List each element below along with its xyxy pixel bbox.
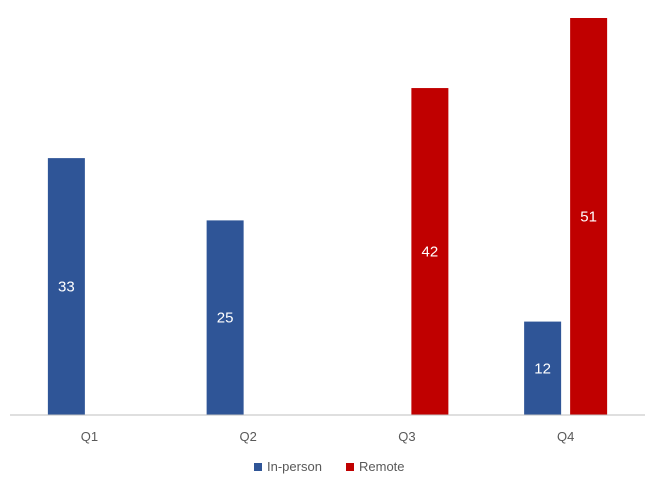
legend-swatch-remote <box>346 463 354 471</box>
data-label-remote-q4: 51 <box>580 209 597 226</box>
x-tick-label-q3: Q3 <box>398 429 415 444</box>
bars-layer: 33 25 42 12 51 <box>47 18 608 415</box>
x-tick-label-q1: Q1 <box>81 429 98 444</box>
x-tick-label-q2: Q2 <box>239 429 256 444</box>
x-tick-labels: Q1 Q2 Q3 Q4 <box>81 429 575 444</box>
bar-in-person-q2 <box>206 220 244 415</box>
bar-in-person-q4 <box>524 321 562 415</box>
legend: In-person Remote <box>254 459 405 474</box>
legend-item-remote: Remote <box>346 459 405 474</box>
bar-remote-q3 <box>411 88 449 415</box>
legend-label-remote: Remote <box>359 459 405 474</box>
data-label-in-person-q2: 25 <box>217 310 234 327</box>
data-label-in-person-q1: 33 <box>58 279 75 296</box>
x-tick-label-q4: Q4 <box>557 429 574 444</box>
bar-remote-q4 <box>570 18 608 415</box>
bar-in-person-q1 <box>47 158 85 415</box>
data-label-in-person-q4: 12 <box>534 360 551 377</box>
legend-item-in-person: In-person <box>254 459 322 474</box>
data-label-remote-q3: 42 <box>422 244 439 261</box>
legend-label-in-person: In-person <box>267 459 322 474</box>
legend-swatch-in-person <box>254 463 262 471</box>
